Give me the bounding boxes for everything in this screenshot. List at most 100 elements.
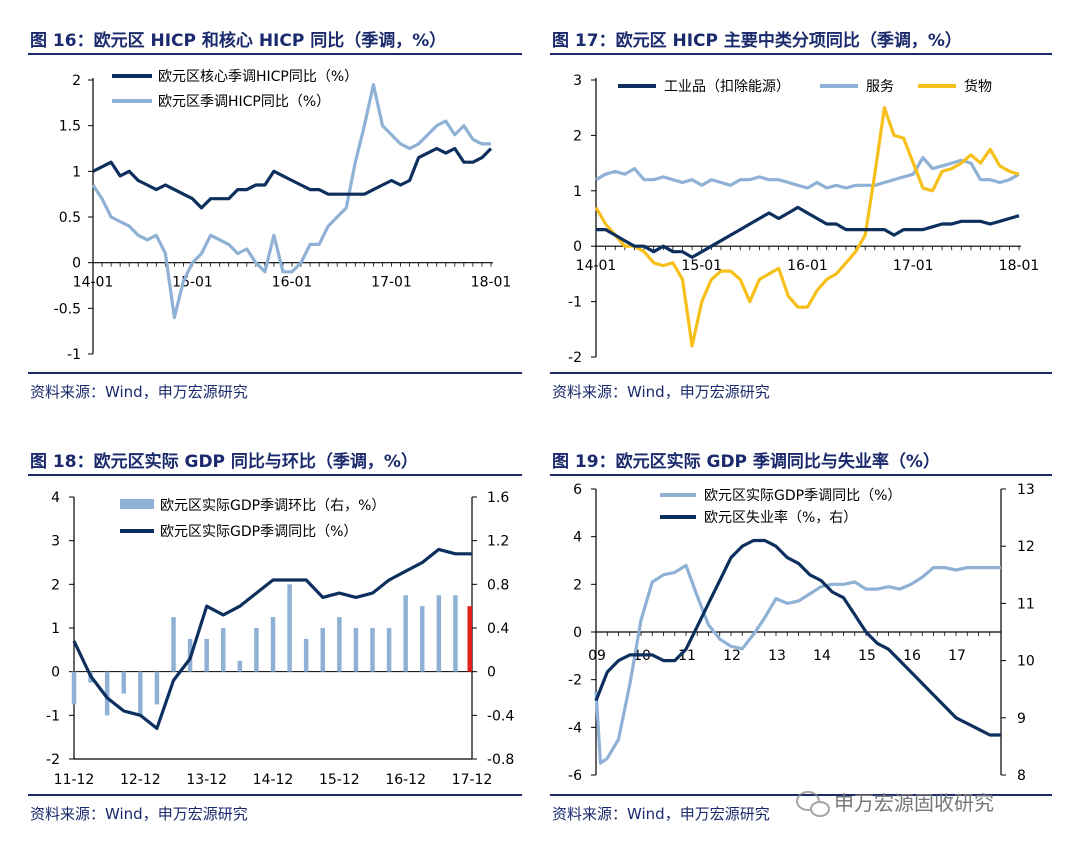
chart-title: 图 19：欧元区实际 GDP 季调同比与失业率（%） (552, 451, 940, 472)
x-tick-label: 12-12 (120, 772, 161, 788)
y-tick-label-right: 1.2 (487, 534, 509, 550)
y-tick-label-left: 2 (573, 577, 582, 593)
y-tick-label-left: 0 (573, 625, 582, 641)
series-line-industrial (596, 205, 1020, 259)
x-tick-label: 17-01 (893, 258, 934, 274)
x-tick-label: 14-01 (73, 275, 114, 291)
y-tick-label-right: 13 (1017, 482, 1035, 498)
y-tick-label-right: -0.4 (487, 708, 514, 724)
y-tick-label: -1 (67, 347, 81, 363)
x-tick-label: 15-01 (172, 275, 213, 291)
bar (204, 638, 209, 672)
y-tick-label: 1 (72, 164, 81, 180)
y-tick-label-left: -4 (568, 720, 582, 736)
y-tick-label-left: 4 (573, 530, 582, 546)
y-tick-label: 1 (573, 184, 582, 200)
chart-title: 图 18：欧元区实际 GDP 同比与环比（季调，%） (30, 451, 418, 472)
series-line-services (595, 156, 1020, 190)
y-tick-label: 3 (573, 73, 582, 89)
y-tick-label: -0.5 (54, 301, 81, 317)
bar (138, 671, 143, 716)
x-tick-label: 14-01 (576, 258, 617, 274)
y-tick-label-left: 1 (51, 621, 60, 637)
y-tick-label-left: -2 (568, 673, 582, 689)
legend-label: 货物 (964, 78, 992, 95)
x-tick-label: 15-01 (681, 258, 722, 274)
chart-title: 图 17：欧元区 HICP 主要中类分项同比（季调，%） (552, 30, 962, 51)
bar (221, 628, 226, 672)
legend-label: 欧元区实际GDP季调同比（%） (704, 488, 901, 504)
legend-label: 欧元区核心季调HICP同比（%） (158, 69, 358, 85)
x-tick-label: 16-01 (787, 258, 828, 274)
y-tick-label-left: -2 (46, 752, 60, 768)
y-tick-label-left: -6 (568, 768, 582, 784)
y-tick-label: 0.5 (59, 210, 81, 226)
x-tick-label: 14 (813, 648, 831, 664)
y-tick-label-left: 0 (51, 665, 60, 681)
y-tick-label: 2 (573, 128, 582, 144)
bar (386, 628, 392, 672)
source-note: 资料来源：Wind，申万宏源研究 (30, 805, 248, 823)
x-tick-label: 18-01 (999, 258, 1040, 274)
series-line-unemployment (594, 538, 1001, 737)
x-tick-label: 16-12 (385, 772, 426, 788)
series-line-gdp-yoy (72, 547, 472, 731)
legend-label: 欧元区实际GDP季调环比（右，%） (160, 498, 385, 514)
x-tick-label: 09 (588, 648, 606, 664)
bar (154, 671, 160, 705)
bar (337, 617, 342, 672)
source-note: 资料来源：Wind，申万宏源研究 (552, 805, 770, 823)
y-tick-label-left: -1 (46, 708, 60, 724)
wechat-icon (796, 791, 830, 817)
bar (403, 595, 408, 672)
bar (353, 628, 359, 672)
y-tick-label-right: 1.6 (487, 490, 509, 506)
series-line-goods (594, 106, 1020, 348)
y-tick-label: -2 (568, 350, 582, 366)
x-tick-label: 13-12 (186, 772, 227, 788)
legend-label: 欧元区季调HICP同比（%） (158, 94, 330, 110)
y-tick-label: 0 (573, 239, 582, 255)
x-tick-label: 16-01 (272, 275, 313, 291)
y-tick-label: 2 (72, 73, 81, 89)
bar (121, 671, 126, 694)
y-tick-label: 1.5 (59, 119, 81, 135)
y-tick-label: 0 (72, 256, 81, 272)
bar (467, 606, 472, 672)
y-tick-label-right: 10 (1017, 654, 1035, 670)
bar (171, 617, 176, 672)
y-tick-label-right: 9 (1017, 711, 1026, 727)
series-line-hicp (91, 82, 491, 320)
y-tick-label-right: 0.4 (487, 621, 509, 637)
bar (303, 638, 309, 672)
x-tick-label: 11-12 (54, 772, 95, 788)
y-tick-label-right: 0 (487, 665, 496, 681)
y-tick-label-right: 0.8 (487, 577, 509, 593)
chart-title: 图 16：欧元区 HICP 和核心 HICP 同比（季调，%） (30, 30, 446, 51)
bar (370, 628, 375, 672)
bar (104, 671, 110, 716)
y-tick-label: -1 (568, 295, 582, 311)
y-tick-label-left: 3 (51, 534, 60, 550)
x-tick-label: 17-12 (452, 772, 493, 788)
legend-swatch (120, 499, 154, 509)
series-line-core-hicp (92, 146, 493, 210)
x-tick-label: 16 (903, 648, 921, 664)
x-tick-label: 15 (858, 648, 876, 664)
bar (254, 628, 259, 672)
watermark-text: 申万宏源固收研究 (834, 791, 994, 815)
y-tick-label-right: 8 (1017, 768, 1026, 784)
source-note: 资料来源：Wind，申万宏源研究 (30, 383, 248, 401)
y-tick-label-right: 11 (1017, 596, 1035, 612)
legend-label: 欧元区实际GDP季调同比（%） (160, 524, 357, 540)
y-tick-label-right: -0.8 (487, 752, 514, 768)
y-tick-label-right: 12 (1017, 539, 1035, 555)
legend-label: 服务 (866, 79, 894, 95)
y-tick-label-left: 4 (51, 490, 60, 506)
x-tick-label: 15-12 (319, 772, 360, 788)
x-tick-label: 18-01 (471, 275, 512, 291)
x-tick-label: 13 (768, 648, 786, 664)
x-tick-label: 14-12 (253, 772, 294, 788)
